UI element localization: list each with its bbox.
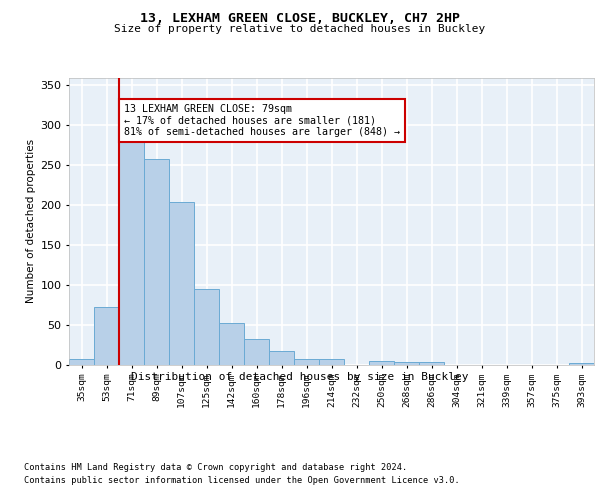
Bar — [244, 340, 269, 365]
Bar — [69, 358, 94, 365]
Text: 13, LEXHAM GREEN CLOSE, BUCKLEY, CH7 2HP: 13, LEXHAM GREEN CLOSE, BUCKLEY, CH7 2HP — [140, 12, 460, 26]
Text: Contains HM Land Registry data © Crown copyright and database right 2024.: Contains HM Land Registry data © Crown c… — [24, 462, 407, 471]
Bar — [369, 361, 394, 365]
Bar — [319, 360, 344, 365]
Text: Contains public sector information licensed under the Open Government Licence v3: Contains public sector information licen… — [24, 476, 460, 485]
Text: Distribution of detached houses by size in Buckley: Distribution of detached houses by size … — [131, 372, 469, 382]
Bar — [294, 360, 319, 365]
Bar — [94, 306, 119, 365]
Bar — [169, 202, 194, 365]
Bar — [419, 362, 444, 365]
Bar — [569, 362, 594, 365]
Bar — [194, 289, 219, 365]
Bar — [394, 362, 419, 365]
Y-axis label: Number of detached properties: Number of detached properties — [26, 139, 36, 304]
Bar — [269, 350, 294, 365]
Bar — [119, 138, 144, 365]
Bar — [219, 322, 244, 365]
Bar — [144, 159, 169, 365]
Text: 13 LEXHAM GREEN CLOSE: 79sqm
← 17% of detached houses are smaller (181)
81% of s: 13 LEXHAM GREEN CLOSE: 79sqm ← 17% of de… — [124, 104, 400, 137]
Text: Size of property relative to detached houses in Buckley: Size of property relative to detached ho… — [115, 24, 485, 34]
